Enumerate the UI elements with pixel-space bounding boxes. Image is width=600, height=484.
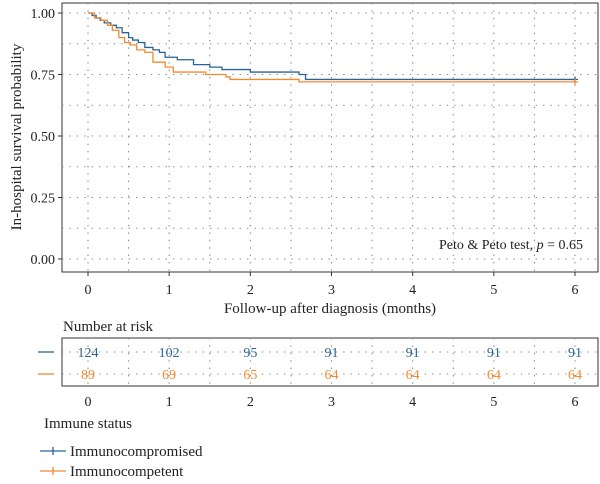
y-axis: 0.00 0.25 0.50 0.75 1.00	[31, 7, 62, 268]
x-tick-label: 0	[85, 283, 92, 298]
x-tick-label: 3	[328, 283, 335, 298]
annotation-p-symbol: p	[536, 238, 544, 253]
x-tick-label: 1	[166, 283, 173, 298]
annotation-p-value: = 0.65	[544, 238, 583, 253]
x-tick-label: 6	[572, 283, 579, 298]
plot-grid	[62, 3, 598, 272]
risk-table-title: Number at risk	[63, 319, 153, 335]
risk-time-label: 6	[572, 395, 579, 410]
risk-value: 65	[243, 368, 257, 383]
x-axis-label: Follow-up after diagnosis (months)	[224, 301, 436, 317]
risk-value: 64	[487, 368, 501, 383]
survival-curve-immunocompetent	[88, 12, 575, 83]
test-annotation: Peto & Peto test, p = 0.65	[439, 238, 583, 253]
legend-item-label: Immunocompromised	[70, 444, 203, 460]
risk-value: 89	[81, 368, 95, 383]
x-tick-label: 4	[409, 283, 416, 298]
risk-value: 124	[78, 346, 99, 361]
y-tick-label: 0.75	[31, 69, 56, 84]
risk-table-frame	[61, 337, 599, 387]
risk-value: 64	[406, 368, 420, 383]
risk-value: 102	[159, 346, 180, 361]
legend-title: Immune status	[44, 416, 132, 432]
x-axis: 0 1 2 3 4 5 6	[85, 272, 579, 298]
plot-frame	[61, 2, 599, 273]
risk-value: 64	[325, 368, 339, 383]
risk-time-label: 3	[328, 395, 335, 410]
y-tick-label: 0.00	[31, 253, 56, 268]
annotation-prefix: Peto & Peto test,	[439, 238, 537, 253]
x-tick-label: 5	[490, 283, 497, 298]
risk-value: 91	[325, 346, 339, 361]
risk-time-label: 4	[409, 395, 416, 410]
risk-time-label: 0	[85, 395, 92, 410]
y-tick-label: 0.50	[31, 130, 56, 145]
risk-table-body: 124 102 95 91 91 91 91 89 69 65 64 64 64 64 0 1 2 3 4 5 6	[38, 338, 598, 410]
survival-plot: 0.00 0.25 0.50 0.75 1.00 0 1 2 3 4 5 6 In-hospital…	[9, 2, 599, 317]
risk-time-label: 2	[247, 395, 254, 410]
risk-time-label: 1	[166, 395, 173, 410]
survival-curves	[88, 12, 578, 85]
y-tick-label: 0.25	[31, 192, 56, 207]
risk-value: 91	[406, 346, 420, 361]
x-tick-label: 2	[247, 283, 254, 298]
risk-value: 91	[568, 346, 582, 361]
risk-value: 95	[243, 346, 257, 361]
risk-value: 91	[487, 346, 501, 361]
y-tick-label: 1.00	[31, 7, 56, 22]
risk-value: 69	[162, 368, 176, 383]
censor-mark	[572, 78, 578, 85]
legend: Immune status ImmunocompromisedImmunocom…	[40, 416, 203, 480]
y-axis-label: In-hospital survival probability	[9, 43, 25, 230]
risk-value: 64	[568, 368, 582, 383]
risk-time-label: 5	[490, 395, 497, 410]
legend-items: Immunocompromised Immunocompetent	[40, 444, 203, 480]
legend-item-label: Immunocompetent	[70, 464, 184, 480]
